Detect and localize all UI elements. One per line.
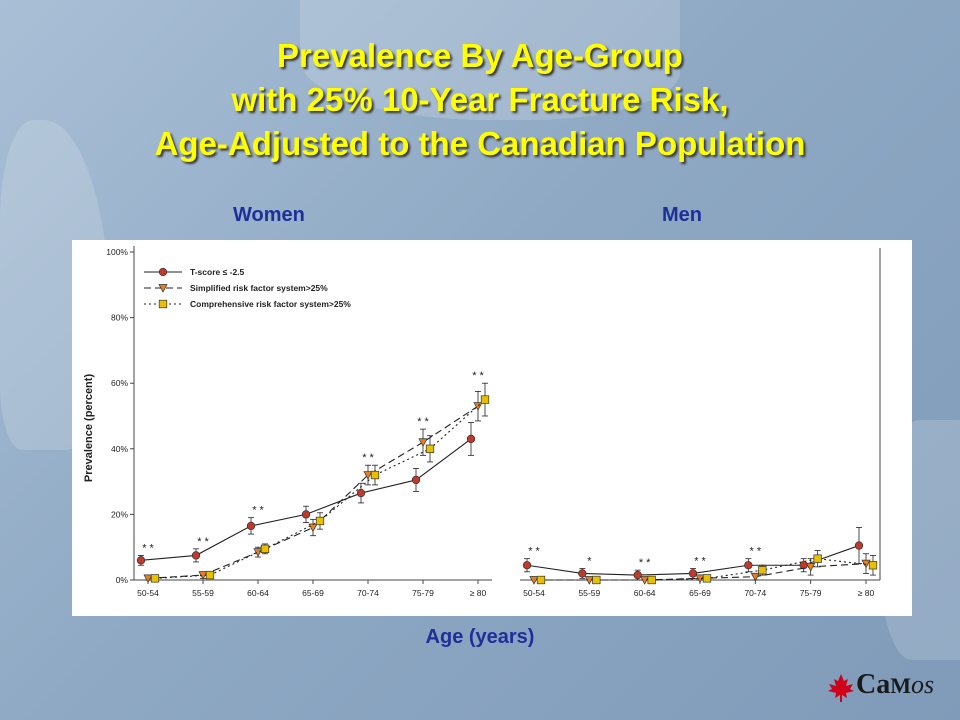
- men-x-tick-label: 60-64: [634, 588, 656, 598]
- men-panel: 50-54 55-59 60-64 65-69 70-74 75-79 ≥ 80 * * * * …: [520, 248, 881, 598]
- prevalence-chart: 0% 20% 40% 60% 80% 100% 50-54 55-59 60-64 65-69 70…: [72, 240, 912, 616]
- women-data-point: [356, 488, 366, 498]
- women-data-point: [136, 556, 146, 565]
- maple-leaf-icon: [828, 674, 854, 702]
- men-significance-marker: *: [587, 556, 592, 568]
- women-data-point: [246, 521, 256, 531]
- women-x-tick-label: 55-59: [192, 588, 214, 598]
- women-data-point: [260, 544, 270, 553]
- women-x-tick-label: 75-79: [412, 588, 434, 598]
- women-significance-marker: * *: [197, 536, 209, 548]
- men-data-point: [633, 570, 642, 580]
- women-panel: 0% 20% 40% 60% 80% 100% 50-54 55-59 60-64 65-69 70…: [106, 246, 492, 598]
- men-x-tick-label: ≥ 80: [858, 588, 875, 598]
- women-y-tick-label: 80%: [111, 313, 128, 323]
- men-data-point: [522, 561, 532, 570]
- men-data-point: [758, 566, 767, 575]
- men-data-point: [529, 576, 539, 585]
- legend-marker: [158, 267, 168, 277]
- men-data-point: [854, 541, 864, 550]
- women-data-point: [473, 402, 483, 411]
- men-x-tick-label: 70-74: [744, 588, 766, 598]
- men-data-point: [688, 569, 698, 578]
- men-data-point: [536, 575, 546, 585]
- men-data-point: [868, 561, 878, 570]
- legend-marker: [158, 299, 168, 309]
- women-data-point: [466, 434, 476, 444]
- men-data-point: [578, 569, 587, 578]
- women-data-point: [205, 570, 215, 580]
- men-significance-marker: * *: [528, 546, 540, 558]
- women-data-point: [301, 510, 311, 519]
- women-x-tick-label: 60-64: [247, 588, 269, 598]
- legend-marker: [158, 284, 168, 293]
- legend: T-score ≤ -2.5 Simplified risk factor sys…: [144, 267, 351, 309]
- legend-label: Simplified risk factor system>25%: [190, 283, 328, 293]
- men-data-point: [592, 575, 601, 585]
- women-y-tick-label: 40%: [111, 444, 128, 454]
- men-data-point: [813, 554, 822, 563]
- men-x-tick-label: 50-54: [523, 588, 545, 598]
- men-x-tick-label: 55-59: [578, 588, 600, 598]
- chart-background: [72, 240, 912, 616]
- women-x-tick-label: ≥ 80: [470, 588, 487, 598]
- x-axis-label: Age (years): [425, 626, 535, 648]
- camos-logo: CaMos: [826, 667, 946, 707]
- background-map-shape: [300, 0, 680, 120]
- women-y-tick-label: 60%: [111, 378, 128, 388]
- title-line-2: with 25% 10-Year Fracture Risk,: [231, 81, 729, 118]
- women-x-tick-label: 65-69: [302, 588, 324, 598]
- y-axis-label: Prevalence (percent): [83, 374, 95, 483]
- men-data-point: [647, 575, 656, 585]
- women-significance-marker: * *: [142, 542, 154, 554]
- men-data-point: [806, 563, 816, 572]
- men-data-point: [750, 572, 760, 582]
- women-significance-marker: * *: [472, 370, 484, 382]
- women-x-tick-label: 50-54: [137, 588, 159, 598]
- men-data-point: [744, 561, 753, 570]
- logo-text: CaMos: [856, 669, 935, 700]
- women-data-point: [315, 516, 325, 526]
- title-line-3: Age-Adjusted to the Canadian Population: [154, 125, 806, 162]
- women-panel-label: Women: [233, 204, 305, 226]
- women-data-point: [418, 438, 428, 447]
- men-x-tick-label: 75-79: [800, 588, 822, 598]
- women-data-point: [150, 574, 160, 583]
- women-data-point: [143, 574, 153, 584]
- women-x-tick-label: 70-74: [357, 588, 379, 598]
- men-data-point: [702, 574, 712, 583]
- women-data-point: [411, 475, 421, 485]
- title-line-1: Prevalence By Age-Group: [277, 37, 683, 74]
- women-significance-marker: * *: [417, 416, 429, 428]
- women-data-point: [191, 551, 201, 560]
- women-y-tick-label: 100%: [106, 247, 128, 257]
- women-data-point: [425, 444, 435, 453]
- women-data-point: [363, 471, 373, 480]
- men-significance-marker: * *: [750, 546, 762, 558]
- men-panel-label: Men: [662, 204, 702, 226]
- slide-title: Prevalence By Age-Group with 25% 10-Year…: [0, 34, 960, 166]
- women-y-tick-label: 20%: [111, 509, 128, 519]
- legend-label: Comprehensive risk factor system>25%: [190, 299, 351, 309]
- women-significance-marker: * *: [252, 505, 264, 517]
- women-data-point: [370, 470, 380, 480]
- men-x-tick-label: 65-69: [689, 588, 711, 598]
- women-significance-marker: * *: [362, 452, 374, 464]
- legend-label: T-score ≤ -2.5: [190, 267, 245, 277]
- men-significance-marker: * *: [639, 557, 651, 569]
- women-y-tick-label: 0%: [116, 575, 129, 585]
- men-significance-marker: * *: [694, 556, 706, 568]
- women-data-point: [253, 548, 263, 557]
- women-data-point: [480, 395, 490, 404]
